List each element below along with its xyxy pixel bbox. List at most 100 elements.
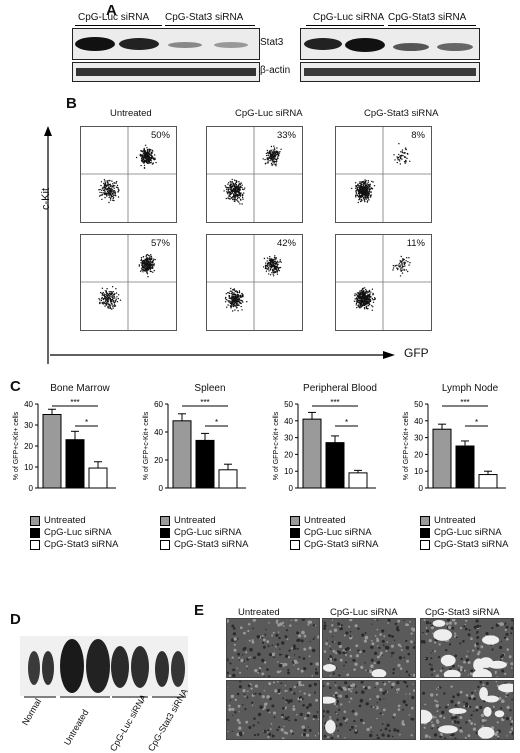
tissue-cell (465, 655, 468, 658)
tissue-cell (402, 700, 406, 704)
flow-event (355, 300, 357, 302)
tissue-cell (279, 648, 281, 650)
tissue-cell (476, 636, 480, 639)
flow-event (366, 294, 369, 296)
flow-event (228, 301, 230, 303)
stat3-blot-left (72, 28, 260, 60)
flow-event (358, 192, 360, 194)
flow-event (116, 184, 119, 187)
significance-label: * (85, 418, 88, 427)
legend-swatch-untreated (30, 516, 40, 526)
flow-event (147, 266, 149, 269)
flow-event (112, 194, 114, 196)
flow-event (364, 192, 366, 194)
tissue-cell (258, 670, 261, 673)
flow-event (364, 287, 366, 289)
tissue-cell (349, 636, 353, 640)
tissue-cell (434, 699, 437, 702)
legend-label: CpG-Stat3 siRNA (304, 539, 379, 550)
tissue-cell (501, 640, 503, 643)
tissue-cell (271, 644, 274, 647)
tissue-space (432, 619, 446, 627)
flow-event (150, 254, 152, 256)
flow-event (107, 181, 109, 184)
flow-event (365, 198, 367, 200)
tissue-cell (330, 736, 334, 740)
tissue-cell (376, 639, 380, 643)
tissue-cell (270, 723, 273, 725)
flow-event (232, 196, 234, 198)
flow-event (372, 301, 375, 303)
flow-event (361, 190, 363, 192)
flow-event (365, 182, 367, 184)
flow-event (238, 190, 240, 192)
tissue-cell (233, 637, 237, 641)
flow-event (232, 185, 234, 187)
tissue-cell (273, 711, 276, 715)
tissue-cell (492, 709, 494, 711)
flow-event (115, 292, 118, 294)
flow-event (358, 189, 360, 191)
significance-label: *** (70, 398, 79, 407)
flow-event (401, 260, 403, 263)
tissue-space (484, 695, 499, 703)
y-tick-label: 20 (284, 450, 293, 459)
tissue-cell (451, 626, 455, 630)
flow-event (143, 155, 146, 158)
flow-event (140, 259, 142, 262)
tissue-cell (459, 726, 462, 730)
tissue-cell (330, 618, 333, 620)
tissue-cell (428, 735, 430, 737)
flow-event (104, 184, 107, 187)
flow-event (230, 193, 232, 195)
tissue-cell (331, 624, 334, 627)
tissue-cell (459, 627, 463, 630)
flow-event (360, 300, 362, 302)
tissue-cell (256, 733, 260, 736)
tissue-cell (354, 662, 358, 666)
flow-event (231, 178, 233, 181)
flow-event (275, 150, 277, 152)
tissue-cell (405, 639, 408, 642)
tissue-cell (458, 668, 461, 671)
tissue-background (227, 681, 319, 739)
flow-event (266, 257, 269, 259)
tissue-cell (443, 716, 446, 719)
flow-event (152, 261, 154, 263)
tissue-cell (447, 703, 450, 706)
y-axis-label: % of GFP+c-Kit+ cells (13, 411, 20, 480)
tissue-cell (355, 654, 359, 658)
flow-event (402, 155, 404, 157)
flow-event (406, 157, 408, 160)
spleen-label-normal: Normal (20, 696, 44, 727)
tissue-cell (236, 637, 239, 640)
flow-event (146, 153, 148, 155)
tissue-cell (506, 648, 510, 651)
flow-event (144, 150, 146, 152)
tissue-cell (435, 688, 438, 690)
significance-label: *** (460, 398, 469, 407)
flow-event (223, 190, 225, 192)
flow-event (113, 303, 116, 305)
flow-event (369, 299, 372, 301)
tissue-cell (336, 712, 338, 715)
flow-event (117, 294, 120, 296)
tissue-cell (254, 684, 259, 688)
flow-event (408, 264, 410, 266)
tissue-cell (501, 669, 505, 673)
flow-event (103, 189, 105, 192)
flow-event (362, 182, 365, 185)
tissue-cell (469, 653, 471, 655)
y-tick-label: 30 (284, 434, 293, 443)
tissue-cell (456, 693, 460, 697)
y-tick-label: 0 (29, 484, 34, 493)
tissue-cell (282, 664, 285, 667)
flow-y-axis-label: c-Kit (40, 188, 52, 210)
tissue-cell (299, 698, 303, 701)
flow-event (147, 162, 149, 164)
flow-event (359, 196, 361, 199)
tissue-cell (393, 668, 396, 671)
flow-event (399, 260, 401, 262)
tissue-cell (277, 661, 279, 663)
tissue-cell (407, 652, 411, 656)
